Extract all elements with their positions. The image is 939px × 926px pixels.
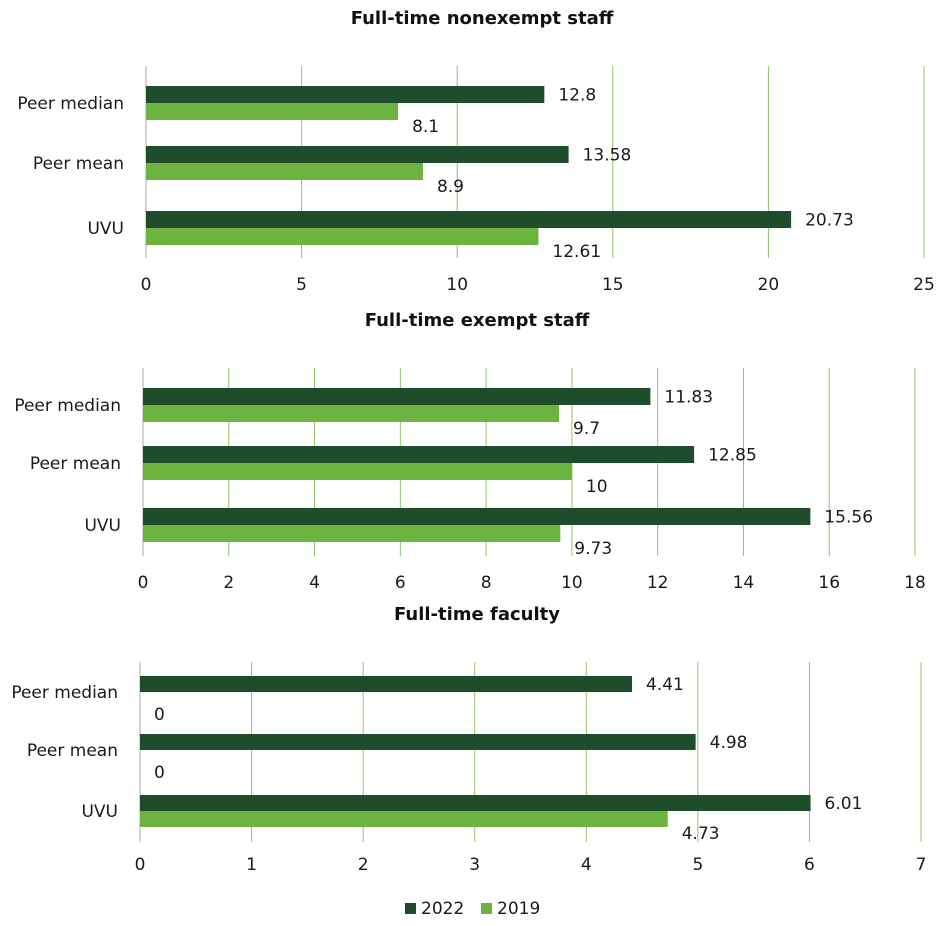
data-label: 0 [154,763,165,783]
x-tick-label: 15 [602,275,624,295]
x-tick-label: 0 [135,855,146,875]
data-label: 6.01 [825,794,863,814]
bar-2019-peer-mean [146,163,423,180]
x-tick-label: 5 [692,855,703,875]
x-tick-label: 16 [818,573,840,593]
legend-swatch-2022 [405,903,416,914]
data-label: 4.98 [710,733,748,753]
data-label: 15.56 [824,508,873,528]
x-tick-label: 14 [733,573,755,593]
category-label: Peer mean [27,741,118,761]
bar-2022-peer-median [146,86,545,103]
x-tick-label: 10 [446,275,468,295]
x-tick-label: 4 [581,855,592,875]
data-label: 0 [154,705,165,725]
data-label: 12.61 [552,242,601,262]
legend-label: 2022 [421,899,464,919]
category-label: Peer mean [30,454,121,474]
x-tick-label: 12 [647,573,669,593]
bar-2022-peer-median [143,388,651,405]
x-tick-label: 10 [561,573,583,593]
x-tick-label: 0 [138,573,149,593]
bar-2022-peer-median [140,676,633,692]
bar-2022-peer-mean [140,734,696,750]
data-label: 4.41 [646,675,684,695]
data-label: 10 [586,477,608,497]
legend-swatch-2019 [481,903,492,914]
category-label: Peer median [14,396,121,416]
bar-2019-uvu [140,811,668,827]
bar-2022-peer-mean [143,446,695,463]
x-tick-label: 0 [141,275,152,295]
category-label: UVU [84,516,121,536]
x-tick-label: 20 [758,275,780,295]
bar-2019-peer-median [143,405,560,422]
bar-2022-peer-mean [146,146,569,163]
x-tick-label: 18 [904,573,926,593]
x-tick-label: 3 [469,855,480,875]
data-label: 12.85 [708,446,757,466]
x-tick-label: 6 [804,855,815,875]
bar-2022-uvu [146,211,792,228]
data-label: 4.73 [682,824,720,844]
bar-2022-uvu [143,508,811,525]
category-label: Peer mean [33,154,124,174]
chart-title: Full-time faculty [394,604,560,625]
category-label: Peer median [17,94,124,114]
category-label: UVU [87,219,124,239]
x-tick-label: 6 [395,573,406,593]
data-label: 9.73 [574,539,612,559]
bar-2019-uvu [143,525,561,542]
data-label: 13.58 [583,146,632,166]
data-label: 8.9 [437,177,464,197]
bar-2019-peer-mean [143,463,572,480]
chart-title: Full-time nonexempt staff [351,8,614,29]
data-label: 12.8 [558,86,596,106]
category-label: Peer median [11,683,118,703]
x-tick-label: 2 [358,855,369,875]
x-tick-label: 4 [309,573,320,593]
bar-2019-uvu [146,228,539,245]
data-label: 20.73 [805,211,854,231]
data-label: 9.7 [573,419,600,439]
x-tick-label: 7 [916,855,927,875]
data-label: 11.83 [664,388,713,408]
bar-2019-peer-median [146,103,399,120]
x-tick-label: 5 [296,275,307,295]
category-label: UVU [81,802,118,822]
x-tick-label: 2 [223,573,234,593]
x-tick-label: 8 [481,573,492,593]
data-label: 8.1 [412,117,439,137]
bar-2022-uvu [140,795,811,811]
x-tick-label: 1 [246,855,257,875]
legend-label: 2019 [497,899,540,919]
x-tick-label: 25 [913,275,935,295]
chart-title: Full-time exempt staff [365,310,590,331]
